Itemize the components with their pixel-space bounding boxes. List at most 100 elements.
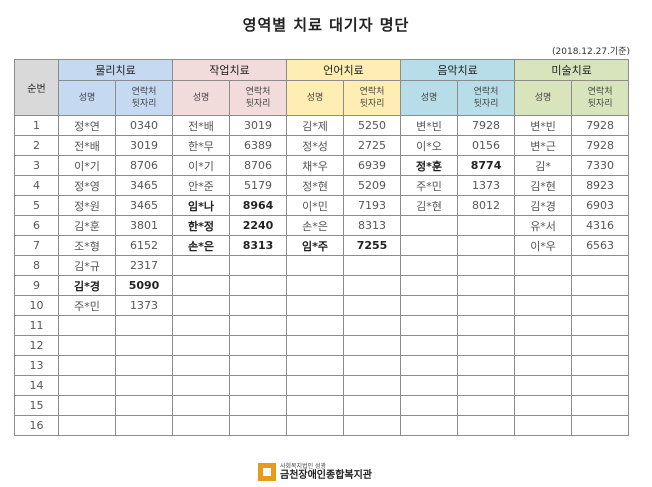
contact-cell bbox=[229, 355, 288, 376]
contact-cell bbox=[571, 395, 630, 416]
name-cell: 이*민 bbox=[286, 195, 345, 216]
row-number: 8 bbox=[14, 255, 59, 276]
contact-cell bbox=[571, 415, 630, 436]
contact-cell bbox=[114, 395, 174, 416]
contact-cell bbox=[229, 295, 288, 316]
contact-cell: 6939 bbox=[343, 155, 402, 176]
contact-cell bbox=[457, 255, 516, 276]
row-number: 12 bbox=[14, 335, 59, 356]
area-header-speech: 언어치료 bbox=[286, 59, 402, 81]
contact-cell: 2725 bbox=[343, 135, 402, 156]
row-number: 15 bbox=[14, 395, 59, 416]
contact-cell: 6389 bbox=[229, 135, 288, 156]
name-cell bbox=[286, 295, 345, 316]
name-cell bbox=[58, 415, 116, 436]
name-subheader: 성명 bbox=[400, 80, 459, 116]
contact-cell: 8313 bbox=[229, 235, 288, 256]
name-cell bbox=[58, 315, 116, 336]
contact-subheader-line1: 연락처 bbox=[131, 87, 157, 97]
contact-cell bbox=[457, 355, 516, 376]
contact-cell bbox=[571, 295, 630, 316]
contact-subheader: 연락처 뒷자리 bbox=[229, 80, 288, 116]
contact-cell bbox=[114, 355, 174, 376]
area-header-physical: 물리치료 bbox=[57, 59, 174, 81]
name-cell bbox=[514, 415, 573, 436]
contact-cell: 3801 bbox=[114, 215, 174, 236]
contact-cell: 5209 bbox=[343, 175, 402, 196]
name-cell bbox=[514, 375, 573, 396]
contact-cell bbox=[343, 375, 402, 396]
contact-cell: 0156 bbox=[457, 135, 516, 156]
table-row: 4 정*영 3465 안*준 5179 정*현 5209 주*민 1373 김*현 8923 bbox=[14, 175, 630, 196]
name-cell: 이*우 bbox=[514, 235, 573, 256]
contact-cell: 8964 bbox=[229, 195, 288, 216]
page-title: 영역별 치료 대기자 명단 bbox=[242, 16, 410, 34]
name-cell: 전*배 bbox=[58, 135, 116, 156]
contact-cell bbox=[571, 335, 630, 356]
name-cell bbox=[514, 395, 573, 416]
contact-cell bbox=[343, 395, 402, 416]
name-cell: 이*기 bbox=[172, 155, 231, 176]
name-cell: 주*민 bbox=[400, 175, 459, 196]
name-cell: 정*훈 bbox=[400, 155, 459, 176]
contact-cell bbox=[343, 275, 402, 296]
name-cell bbox=[400, 275, 459, 296]
table-row: 12 bbox=[14, 335, 630, 356]
name-cell bbox=[400, 395, 459, 416]
table-row: 7 조*형 6152 손*은 8313 임*주 7255 이*우 6563 bbox=[14, 235, 630, 256]
name-cell bbox=[400, 335, 459, 356]
contact-cell: 7928 bbox=[571, 115, 630, 136]
contact-cell: 3465 bbox=[114, 175, 174, 196]
name-cell bbox=[400, 415, 459, 436]
name-cell: 안*준 bbox=[172, 175, 231, 196]
contact-cell bbox=[571, 255, 630, 276]
contact-cell: 6152 bbox=[114, 235, 174, 256]
contact-cell bbox=[343, 315, 402, 336]
name-cell bbox=[400, 295, 459, 316]
contact-subheader-line2: 뒷자리 bbox=[359, 99, 385, 109]
name-cell: 김*제 bbox=[286, 115, 345, 136]
contact-cell bbox=[343, 295, 402, 316]
contact-cell: 8706 bbox=[229, 155, 288, 176]
contact-cell: 8012 bbox=[457, 195, 516, 216]
contact-cell: 3019 bbox=[114, 135, 174, 156]
name-cell bbox=[286, 275, 345, 296]
table-row: 3 이*기 8706 이*기 8706 채*우 6939 정*훈 8774 김* 7330 bbox=[14, 155, 630, 176]
contact-subheader: 연락처 뒷자리 bbox=[114, 80, 174, 116]
name-cell: 김*훈 bbox=[58, 215, 116, 236]
name-cell bbox=[400, 375, 459, 396]
contact-cell: 8706 bbox=[114, 155, 174, 176]
contact-cell bbox=[343, 355, 402, 376]
name-cell bbox=[286, 415, 345, 436]
name-cell: 김*경 bbox=[514, 195, 573, 216]
contact-cell: 1373 bbox=[114, 295, 174, 316]
contact-cell: 0340 bbox=[114, 115, 174, 136]
table-row: 6 김*훈 3801 한*정 2240 손*은 8313 유*서 4316 bbox=[14, 215, 630, 236]
contact-cell: 8923 bbox=[571, 175, 630, 196]
name-cell: 정*연 bbox=[58, 115, 116, 136]
contact-subheader-line2: 뒷자리 bbox=[473, 99, 499, 109]
contact-subheader-line2: 뒷자리 bbox=[587, 99, 613, 109]
name-cell: 정*원 bbox=[58, 195, 116, 216]
name-cell: 임*나 bbox=[172, 195, 231, 216]
name-cell: 이*기 bbox=[58, 155, 116, 176]
organization-logo-icon bbox=[258, 463, 276, 481]
contact-cell bbox=[114, 415, 174, 436]
table-row: 9 김*경 5090 bbox=[14, 275, 630, 296]
name-cell bbox=[514, 255, 573, 276]
table-row: 11 bbox=[14, 315, 630, 336]
name-cell bbox=[172, 275, 231, 296]
contact-cell: 3019 bbox=[229, 115, 288, 136]
contact-cell bbox=[457, 375, 516, 396]
area-header-art: 미술치료 bbox=[514, 59, 630, 81]
name-cell bbox=[286, 375, 345, 396]
name-cell: 변*빈 bbox=[400, 115, 459, 136]
contact-subheader: 연락처 뒷자리 bbox=[457, 80, 516, 116]
row-number: 4 bbox=[14, 175, 59, 196]
name-cell bbox=[514, 315, 573, 336]
table-row: 14 bbox=[14, 375, 630, 396]
contact-cell: 2317 bbox=[114, 255, 174, 276]
name-subheader: 성명 bbox=[514, 80, 573, 116]
row-number: 2 bbox=[14, 135, 59, 156]
contact-cell: 7928 bbox=[571, 135, 630, 156]
